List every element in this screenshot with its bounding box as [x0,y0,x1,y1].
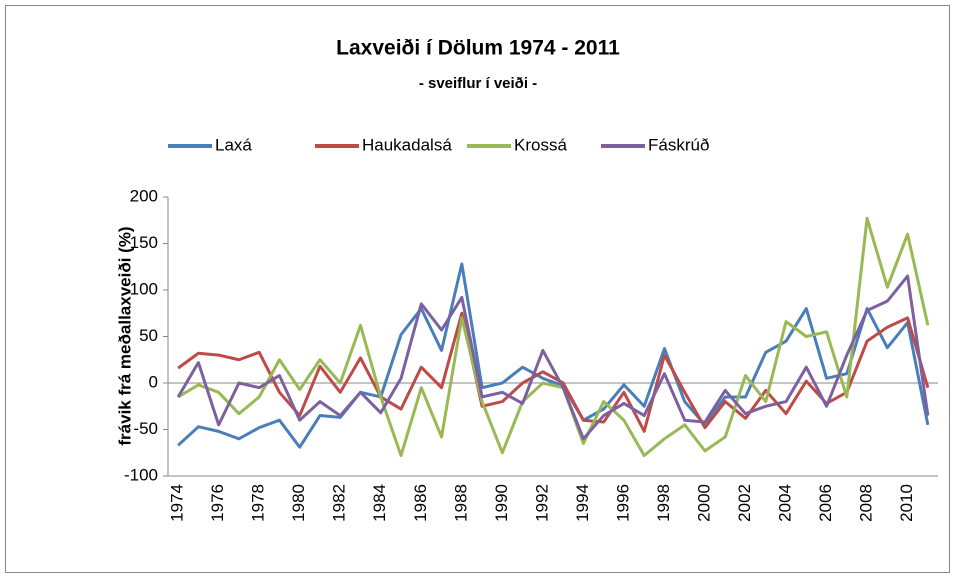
y-tick-label: 0 [149,372,158,391]
x-tick-label: 1996 [613,484,632,522]
chart-border [5,5,950,573]
x-tick-label: 2000 [694,484,713,522]
y-tick-label: 50 [139,326,158,345]
x-tick-label: 2002 [735,484,754,522]
line-series [177,216,930,458]
x-tick-label: 1982 [330,484,349,522]
x-tick-label: 1974 [168,484,187,522]
line-series [176,274,930,441]
chart-subtitle: - sveiflur í veiði - [419,75,537,92]
x-tick-label: 1992 [532,484,551,522]
x-tick-label: 1990 [492,484,511,522]
x-tick-label: 1986 [411,484,430,522]
y-tick-label: 200 [130,186,158,205]
x-tick-label: 2008 [857,484,876,522]
x-tick-label: 2004 [776,484,795,522]
x-tick-label: 1988 [451,484,470,522]
chart-title: Laxveiði í Dölum 1974 - 2011 [336,37,620,60]
legend-label: Fáskrúð [648,135,709,154]
x-tick-label: 2010 [897,484,916,522]
legend-label: Laxá [215,135,252,154]
x-tick-label: 1980 [289,484,308,522]
y-axis-label: frávik frá meðallaxveiði (%) [115,226,134,445]
y-tick-label: -50 [133,419,158,438]
line-series [177,262,930,449]
x-tick-label: 1976 [208,484,227,522]
legend-label: Haukadalsá [362,135,452,154]
y-tick-label: -100 [124,465,158,484]
x-tick-label: 1994 [573,484,592,522]
y-tick-label: 100 [130,279,158,298]
x-tick-label: 1978 [249,484,268,522]
x-tick-label: 1998 [654,484,673,522]
line-series [177,311,930,433]
x-tick-label: 2006 [816,484,835,522]
y-tick-label: 150 [130,233,158,252]
legend-label: Krossá [514,135,567,154]
x-tick-label: 1984 [370,484,389,522]
